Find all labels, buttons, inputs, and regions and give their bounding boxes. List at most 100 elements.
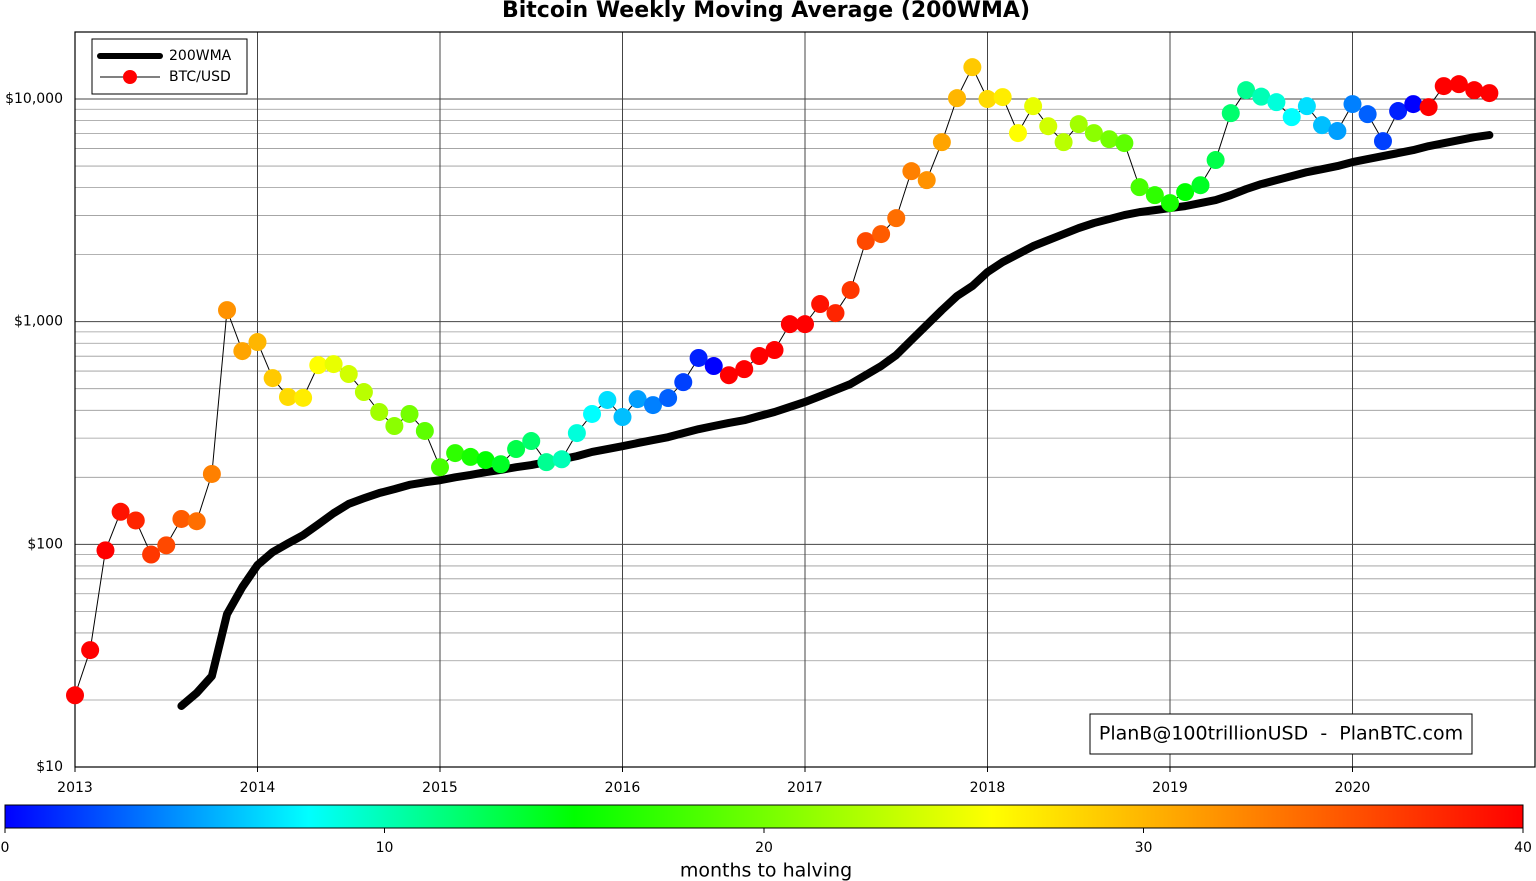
price-point: [96, 541, 115, 560]
y-tick-label: $10,000: [5, 91, 63, 107]
price-point: [963, 58, 982, 77]
x-tick-label: 2019: [1152, 780, 1188, 796]
price-point: [765, 341, 784, 360]
y-tick-label: $1,000: [14, 314, 63, 330]
price-point: [172, 509, 191, 528]
legend-label: BTC/USD: [169, 69, 231, 85]
price-line: [74, 66, 1490, 696]
y-tick-label: $10: [36, 759, 63, 775]
price-point: [126, 511, 145, 530]
price-point: [1465, 81, 1484, 100]
price-point: [856, 232, 875, 251]
price-point: [689, 348, 708, 367]
legend-marker: [123, 70, 137, 84]
price-point: [841, 281, 860, 300]
price-point: [1024, 97, 1043, 116]
price-point: [567, 424, 586, 443]
price-point: [1176, 183, 1195, 202]
price-point: [354, 383, 373, 402]
price-point: [1100, 130, 1119, 149]
chart-title: Bitcoin Weekly Moving Average (200WMA): [502, 0, 1030, 23]
colorbar-tick-label: 0: [1, 840, 10, 856]
price-point: [1008, 124, 1027, 143]
price-point: [613, 408, 632, 427]
colorbar-tick-label: 30: [1135, 840, 1153, 856]
price-point: [780, 315, 799, 334]
price-point: [1084, 124, 1103, 143]
price-point: [583, 404, 602, 423]
price-point: [704, 357, 723, 376]
price-point: [1328, 122, 1347, 141]
price-point: [476, 451, 495, 470]
price-point: [1373, 132, 1392, 151]
price-point: [1480, 84, 1499, 103]
price-point: [233, 342, 252, 361]
price-point: [415, 421, 434, 440]
price-point: [370, 402, 389, 421]
price-point: [1449, 75, 1468, 94]
price-point: [461, 447, 480, 466]
price-point: [294, 388, 313, 407]
price-point: [1419, 98, 1438, 117]
price-point: [1145, 186, 1164, 205]
price-point: [1191, 176, 1210, 195]
colorbar-tick-label: 40: [1514, 840, 1532, 856]
price-point: [1054, 133, 1073, 152]
x-tick-label: 2015: [422, 780, 458, 796]
price-point: [324, 355, 343, 374]
price-point: [735, 360, 754, 379]
price-point: [248, 333, 267, 352]
price-point: [1069, 115, 1088, 134]
moving-average-line: [177, 131, 1494, 710]
x-tick-label: 2013: [57, 780, 93, 796]
colorbar-tick-label: 20: [755, 840, 773, 856]
price-point: [948, 89, 967, 108]
price-point: [187, 512, 206, 531]
annotation: PlanB@100trillionUSD - PlanBTC.com: [1099, 723, 1463, 745]
price-point: [887, 209, 906, 228]
price-point: [902, 162, 921, 181]
price-point: [1161, 194, 1179, 213]
price-point: [111, 502, 130, 521]
price-point: [552, 450, 571, 469]
x-tick-label: 2014: [240, 780, 276, 796]
x-tick-label: 2020: [1335, 780, 1371, 796]
price-point: [157, 536, 176, 555]
price-point: [218, 301, 237, 320]
price-point: [1252, 87, 1271, 106]
price-point: [1358, 105, 1377, 124]
price-point: [1313, 116, 1332, 135]
price-point: [719, 366, 738, 385]
price-point: [796, 315, 814, 334]
price-point: [1297, 97, 1316, 116]
price-point: [537, 453, 556, 472]
price-point: [446, 444, 465, 463]
price-point: [522, 432, 541, 451]
price-point: [66, 686, 84, 705]
price-point: [872, 225, 891, 244]
price-point: [643, 396, 662, 415]
price-point: [1404, 95, 1423, 114]
price-point: [309, 356, 328, 375]
price-point: [1282, 108, 1301, 127]
price-point: [81, 641, 100, 660]
price-point: [993, 88, 1012, 107]
colorbar: [4, 804, 1524, 829]
price-point: [1343, 95, 1362, 114]
price-point: [674, 373, 693, 392]
y-tick-label: $100: [27, 536, 63, 552]
price-point: [339, 365, 358, 384]
x-tick-label: 2017: [787, 780, 823, 796]
price-point: [1115, 134, 1134, 153]
price-point: [826, 304, 845, 323]
price-point: [1221, 104, 1240, 123]
price-point: [1237, 81, 1256, 100]
x-tick-label: 2016: [605, 780, 641, 796]
price-point: [1267, 93, 1286, 112]
annotation-box: [1089, 713, 1473, 755]
price-point: [1039, 117, 1058, 136]
price-point: [400, 404, 419, 423]
price-point: [1434, 77, 1453, 96]
price-point: [917, 171, 936, 190]
